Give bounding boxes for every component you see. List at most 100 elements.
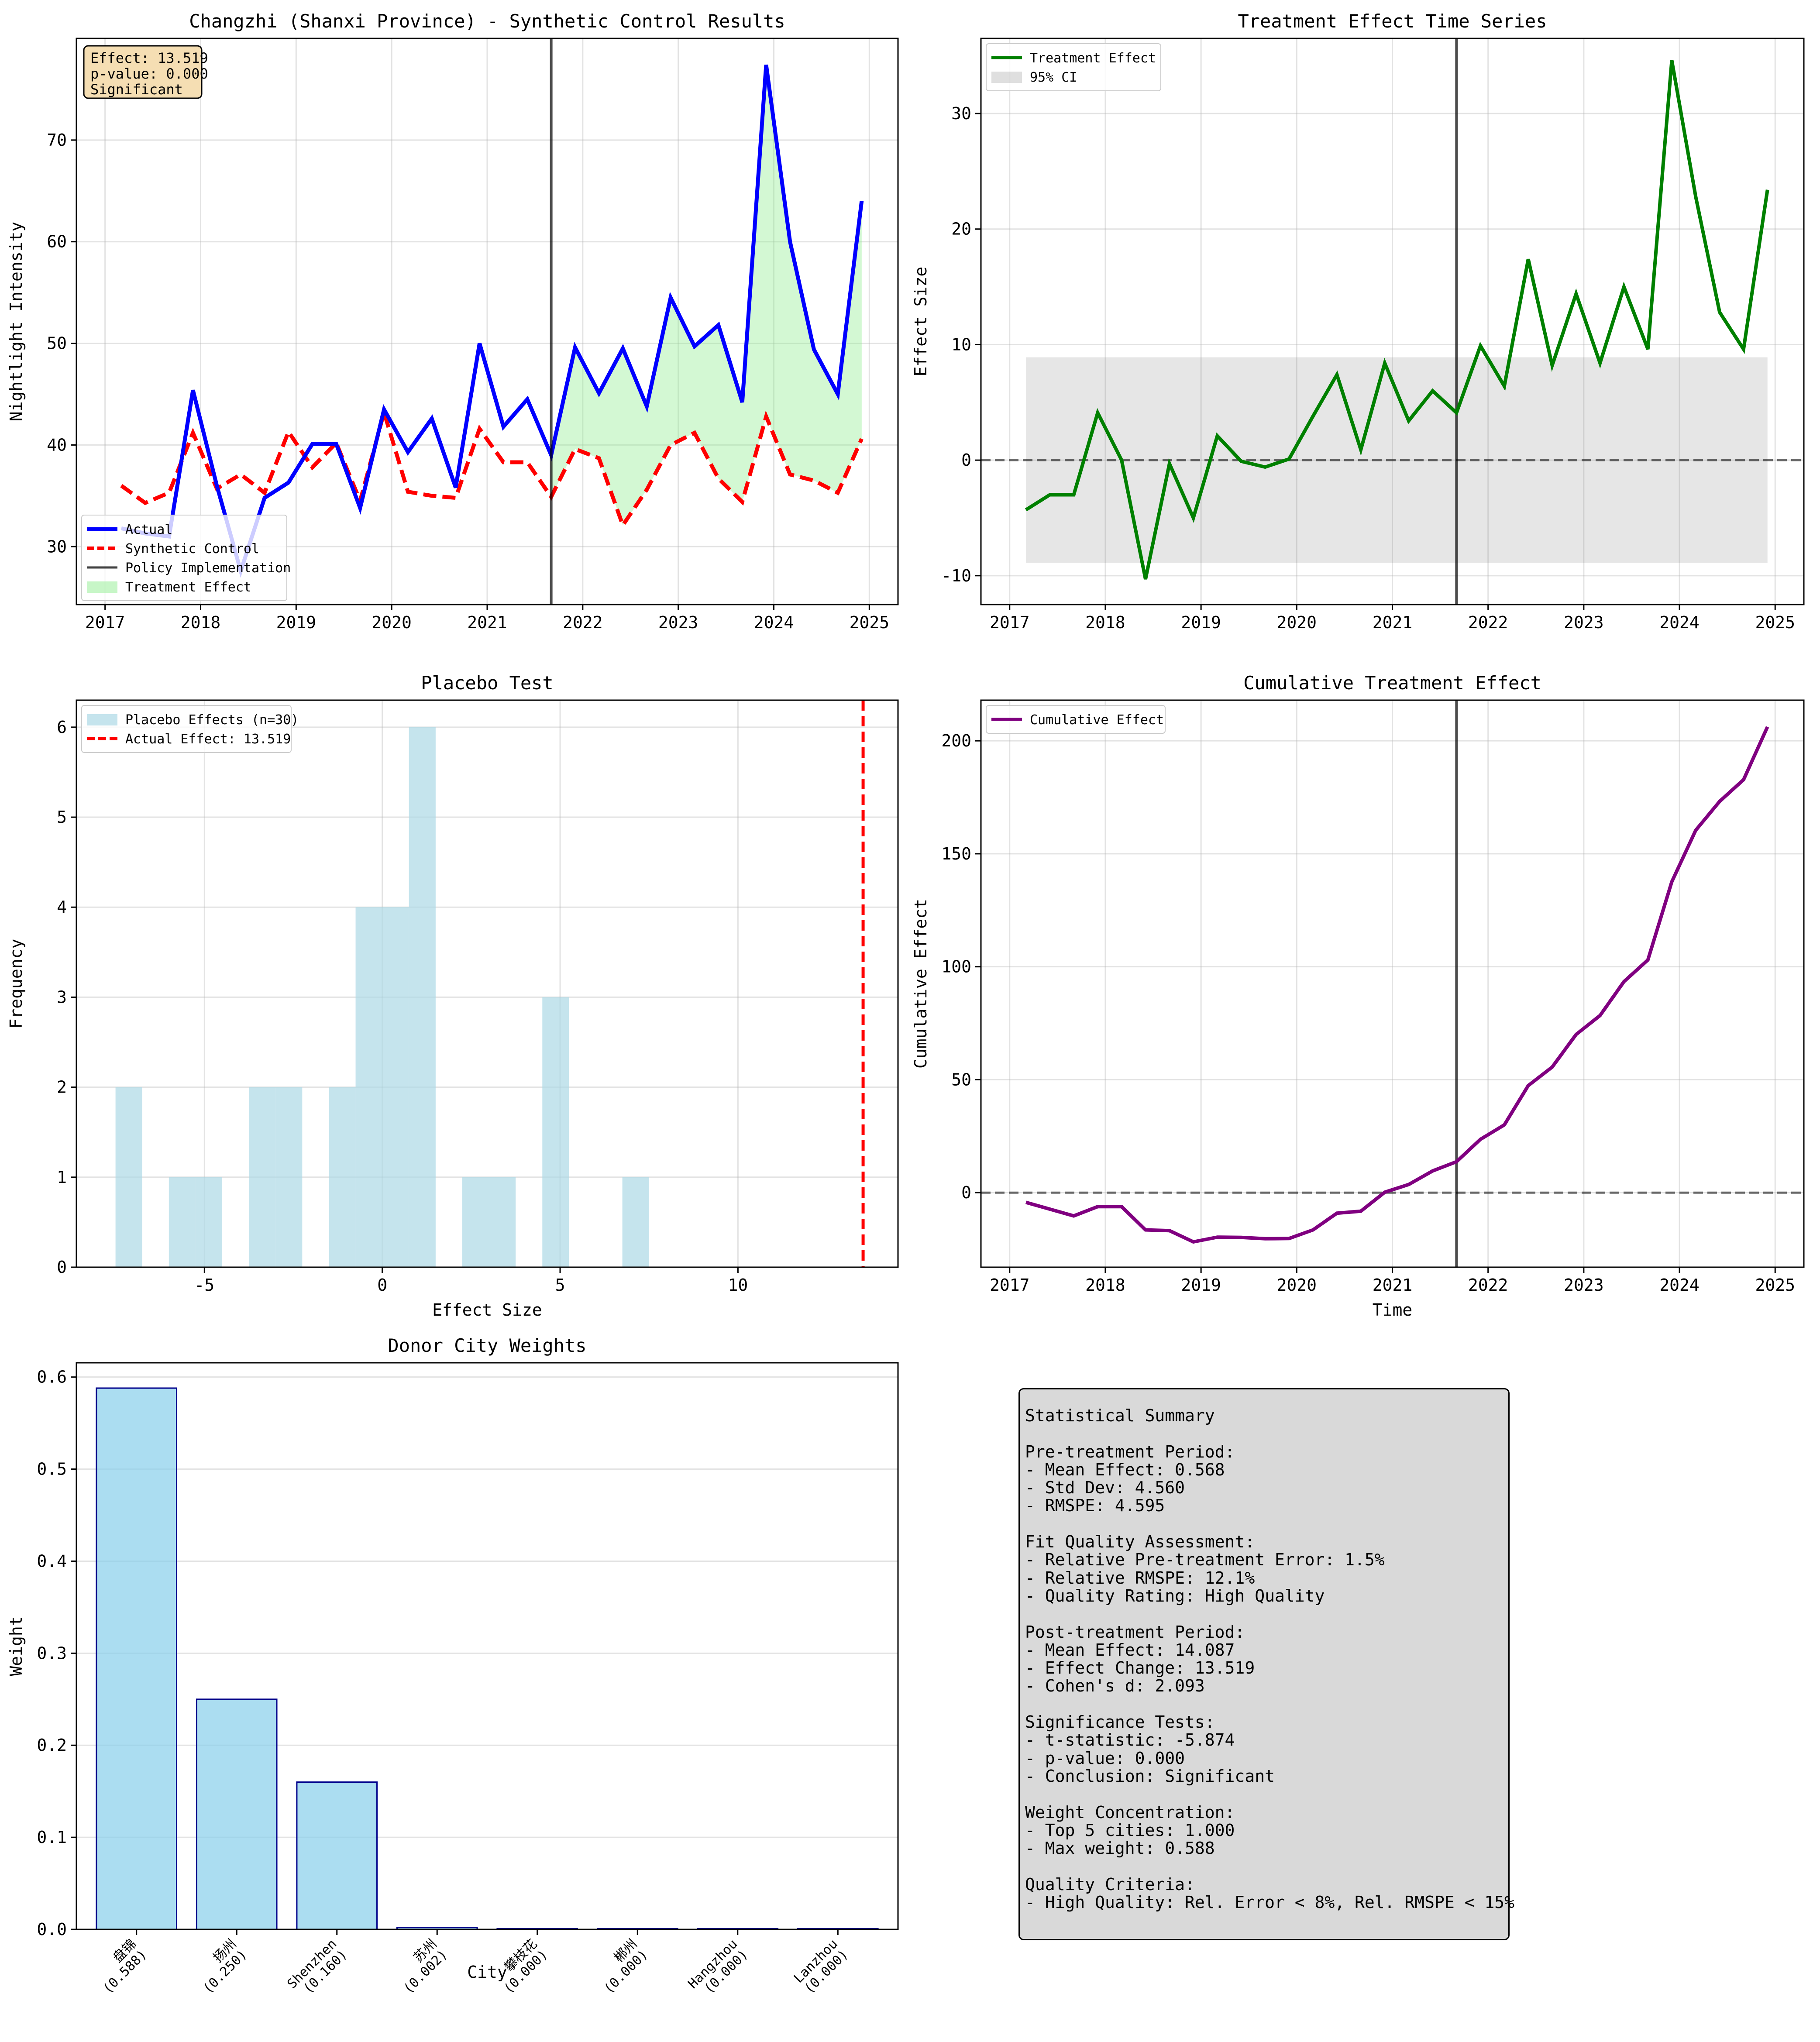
y-tick-label: 0: [57, 1258, 67, 1277]
x-tick-label: 盘锦(0.588): [89, 1936, 150, 1997]
summary-line: Quality Criteria:: [1025, 1874, 1195, 1894]
x-tick-label: 2017: [990, 1275, 1030, 1295]
histogram-bar: [249, 1087, 276, 1267]
axes-frame: [76, 699, 899, 1268]
x-tick-label: Hangzhou(0.000): [685, 1936, 751, 2002]
legend-label: Cumulative Effect: [1030, 712, 1164, 728]
y-axis-label: Frequency: [7, 939, 26, 1029]
axes-frame: [980, 38, 1805, 605]
summary-line: Weight Concentration:: [1025, 1802, 1235, 1822]
chart-panel: -5 0 5 10 0 1 2 3 4 5 6 Placebo Test Effect Size Freq…: [7, 672, 899, 1320]
y-axis-label: Effect Size: [911, 267, 930, 377]
y-tick-label: 150: [941, 844, 971, 863]
legend-swatch: [87, 581, 117, 593]
histogram-bar: [409, 727, 436, 1267]
summary-line: - t-statistic: -5.874: [1025, 1730, 1235, 1750]
summary-line: [1025, 1785, 1503, 1803]
annotation-box: [83, 45, 203, 99]
x-tick-label: 2020: [1277, 613, 1317, 632]
x-tick-label: 2018: [1085, 1275, 1125, 1295]
histogram-bar: [355, 907, 382, 1267]
y-tick-label: 70: [47, 131, 67, 150]
y-tick-label: 0.4: [37, 1551, 67, 1571]
y-tick-label: 50: [951, 1070, 971, 1089]
y-tick-label: 200: [941, 731, 971, 750]
summary-line: - Top 5 cities: 1.000: [1025, 1820, 1235, 1840]
summary-line: - Max weight: 0.588: [1025, 1839, 1215, 1858]
summary-line: - Relative RMSPE: 12.1%: [1025, 1568, 1255, 1588]
summary-line: - Effect Change: 13.519: [1025, 1658, 1255, 1678]
legend-label: 95% CI: [1030, 70, 1077, 85]
y-axis-label: Weight: [7, 1616, 26, 1676]
x-axis-label: Effect Size: [432, 1300, 542, 1320]
legend-box: [81, 515, 287, 601]
synthetic-control-line: [120, 405, 864, 530]
x-tick-label: 2025: [1755, 1275, 1795, 1295]
chart-panel: 2017 2018 2019 2020 2021 2022 2023 2024 2025 0 50 1…: [911, 672, 1805, 1320]
x-tick-label: 2019: [1181, 613, 1221, 632]
x-tick-label: 2021: [1373, 613, 1413, 632]
summary-line: Statistical Summary: [1025, 1406, 1215, 1425]
x-tick-label: 2018: [181, 613, 221, 632]
y-axis-label: Cumulative Effect: [911, 899, 930, 1069]
summary-line: - Cohen's d: 2.093: [1025, 1676, 1205, 1696]
histogram-bar: [489, 1177, 516, 1267]
axes-frame: [980, 699, 1805, 1268]
x-tick-label: 2020: [1277, 1275, 1317, 1295]
histogram-bar: [115, 1087, 142, 1267]
y-tick-label: 0.3: [37, 1643, 67, 1663]
legend-swatch: [87, 714, 117, 725]
histogram-bar: [462, 1177, 489, 1267]
y-tick-label: 0.5: [37, 1460, 67, 1479]
y-tick-label: 60: [47, 232, 67, 251]
summary-line: Pre-treatment Period:: [1025, 1442, 1235, 1461]
x-tick-label: 2022: [1468, 613, 1508, 632]
legend-label: Treatment Effect: [1030, 51, 1156, 66]
legend-box: [986, 705, 1166, 734]
x-tick-label: 2018: [1085, 613, 1125, 632]
histogram-bar: [275, 1087, 303, 1267]
chart-title: Donor City Weights: [388, 1335, 586, 1356]
summary-line: [1025, 1605, 1503, 1623]
y-tick-label: 0: [961, 450, 971, 470]
y-tick-label: 100: [941, 957, 971, 976]
x-tick-label: 2024: [1659, 1275, 1700, 1295]
summary-line: - RMSPE: 4.595: [1025, 1496, 1165, 1516]
summary-line: - Relative Pre-treatment Error: 1.5%: [1025, 1550, 1385, 1570]
y-tick-label: 10: [951, 335, 971, 354]
x-tick-label: 2023: [1564, 613, 1604, 632]
x-tick-label: 2021: [1373, 1275, 1413, 1295]
legend-label: Actual Effect: 13.519: [125, 732, 291, 747]
legend-swatch: [991, 72, 1022, 83]
y-tick-label: 5: [57, 808, 67, 827]
y-tick-label: 0.0: [37, 1920, 67, 1939]
histogram-bar: [542, 997, 569, 1267]
y-tick-label: -10: [941, 566, 971, 585]
axes-frame: [76, 1362, 899, 1930]
x-tick-label: 10: [728, 1275, 748, 1295]
legend-box: [81, 705, 292, 753]
y-tick-label: 3: [57, 987, 67, 1007]
y-tick-label: 0.1: [37, 1828, 67, 1847]
legend-label: Synthetic Control: [125, 541, 259, 557]
x-tick-label: 2017: [990, 613, 1030, 632]
chart-panel: 0.0 0.1 0.2 0.3 0.4 0.5 0.6 Donor City Weights C…: [7, 1335, 899, 2002]
y-tick-label: 2: [57, 1078, 67, 1097]
y-tick-label: 40: [47, 435, 67, 454]
x-tick-label: 2024: [1659, 613, 1700, 632]
weight-bar: [96, 1387, 178, 1930]
y-tick-label: 20: [951, 220, 971, 239]
x-tick-label: 2021: [467, 613, 507, 632]
chart-title: Cumulative Treatment Effect: [1243, 672, 1541, 694]
x-tick-label: 2020: [372, 613, 412, 632]
histogram-bar: [622, 1177, 649, 1267]
x-tick-label: 2025: [1755, 613, 1795, 632]
summary-line: [1025, 1425, 1503, 1443]
x-axis-label: City: [467, 1963, 507, 1982]
weight-bar: [296, 1781, 378, 1930]
summary-line: - Conclusion: Significant: [1025, 1766, 1275, 1786]
axes-frame: [76, 38, 899, 605]
x-tick-label: 2019: [1181, 1275, 1221, 1295]
histogram-bar: [329, 1087, 356, 1267]
